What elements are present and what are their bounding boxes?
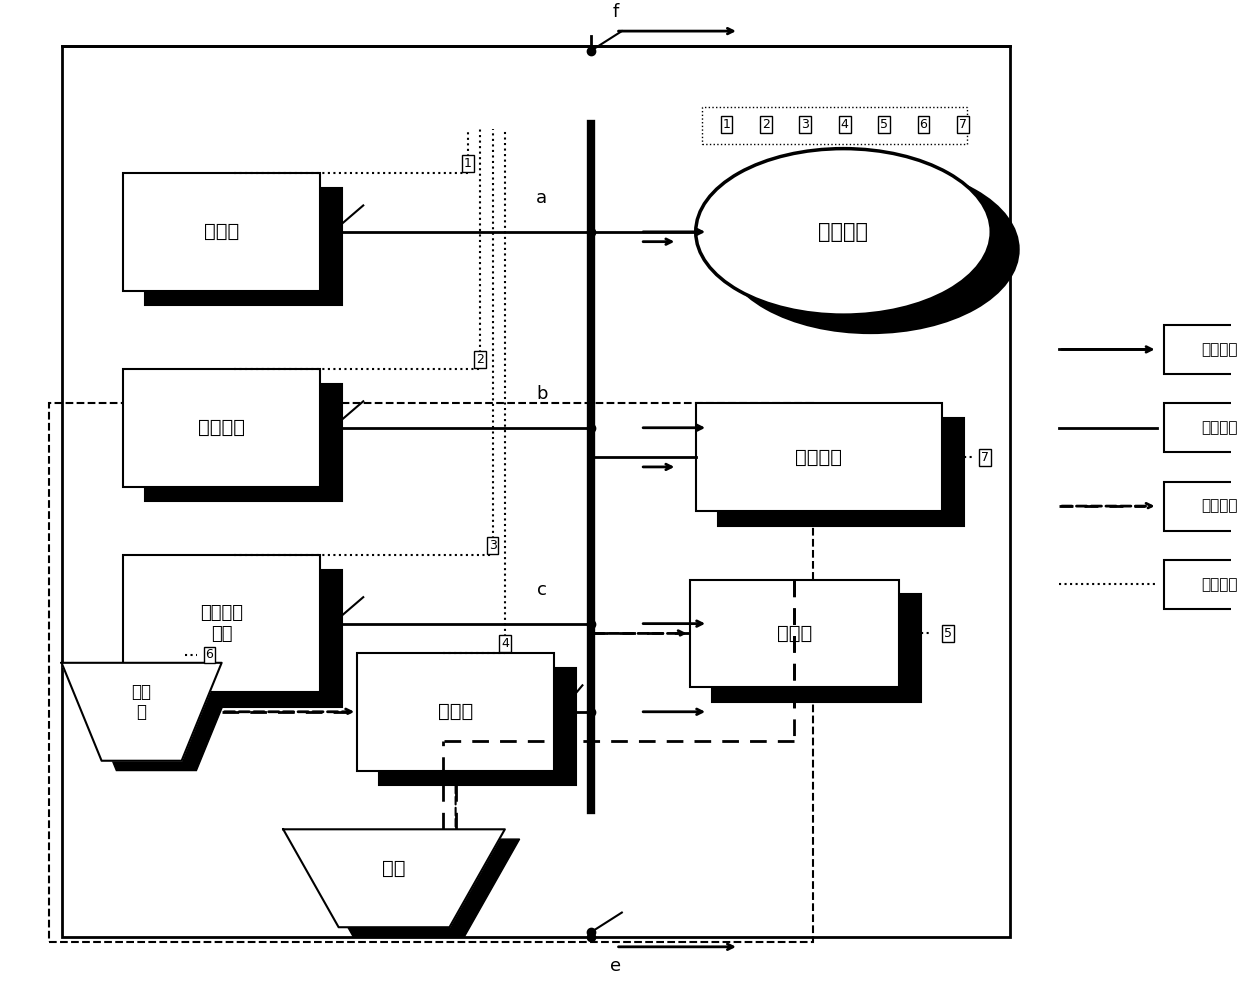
Text: 6: 6 xyxy=(206,649,213,662)
Text: 4: 4 xyxy=(501,637,508,650)
Ellipse shape xyxy=(696,149,991,316)
Text: 2: 2 xyxy=(476,353,484,366)
FancyBboxPatch shape xyxy=(145,384,342,501)
FancyBboxPatch shape xyxy=(123,369,320,486)
Text: 水泵站: 水泵站 xyxy=(776,624,812,643)
Text: 5: 5 xyxy=(944,627,952,640)
Polygon shape xyxy=(77,672,237,770)
Text: a: a xyxy=(536,189,547,207)
FancyBboxPatch shape xyxy=(379,668,577,785)
Text: 输电线路: 输电线路 xyxy=(1200,420,1238,435)
Text: 大海: 大海 xyxy=(382,859,405,878)
Text: c: c xyxy=(537,581,547,599)
Bar xyxy=(62,45,1009,937)
Text: d: d xyxy=(567,669,578,687)
Text: e: e xyxy=(610,956,621,974)
FancyBboxPatch shape xyxy=(145,570,342,707)
FancyBboxPatch shape xyxy=(1163,403,1240,453)
Text: 控制线路: 控制线路 xyxy=(1200,577,1238,592)
FancyBboxPatch shape xyxy=(689,580,899,687)
Text: 7: 7 xyxy=(959,117,967,130)
Text: 风电场: 风电场 xyxy=(205,223,239,242)
Text: 5: 5 xyxy=(880,117,888,130)
Polygon shape xyxy=(62,663,222,761)
Text: 控制系统: 控制系统 xyxy=(818,222,868,242)
Text: 3: 3 xyxy=(801,117,810,130)
Text: 1: 1 xyxy=(723,117,730,130)
Text: 2: 2 xyxy=(761,117,770,130)
FancyBboxPatch shape xyxy=(145,187,342,306)
FancyBboxPatch shape xyxy=(696,403,942,511)
Polygon shape xyxy=(298,839,520,937)
FancyBboxPatch shape xyxy=(123,555,320,692)
FancyBboxPatch shape xyxy=(123,174,320,291)
Text: b: b xyxy=(536,386,548,403)
Text: 上水
库: 上水 库 xyxy=(131,682,151,722)
FancyBboxPatch shape xyxy=(357,653,554,770)
Text: 3: 3 xyxy=(489,538,496,552)
Text: 负荷系统: 负荷系统 xyxy=(795,448,842,466)
Text: 功率流向: 功率流向 xyxy=(1200,342,1238,357)
FancyBboxPatch shape xyxy=(1163,481,1240,530)
Text: 7: 7 xyxy=(981,451,990,463)
Text: f: f xyxy=(613,3,619,22)
Text: 光伏电站: 光伏电站 xyxy=(198,418,246,437)
Bar xyxy=(702,106,967,144)
Bar xyxy=(50,403,812,942)
Text: 引水管道: 引水管道 xyxy=(1200,499,1238,514)
Text: 水电站: 水电站 xyxy=(438,702,474,722)
Text: 6: 6 xyxy=(920,117,928,130)
FancyBboxPatch shape xyxy=(718,418,965,526)
FancyBboxPatch shape xyxy=(1163,560,1240,609)
FancyBboxPatch shape xyxy=(712,595,921,702)
FancyBboxPatch shape xyxy=(1163,325,1240,374)
Text: 燃气轮机
电站: 燃气轮机 电站 xyxy=(200,604,243,643)
Polygon shape xyxy=(283,829,505,927)
Ellipse shape xyxy=(723,167,1018,332)
Text: 1: 1 xyxy=(464,157,472,170)
Text: 4: 4 xyxy=(841,117,848,130)
